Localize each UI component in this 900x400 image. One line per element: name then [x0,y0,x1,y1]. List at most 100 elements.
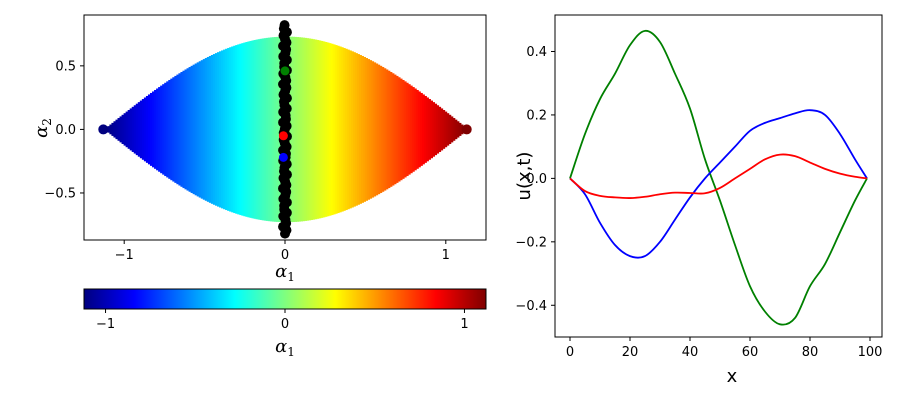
scatter-cloud-strip [344,48,348,211]
scatter-cloud-strip [387,70,391,189]
scatter-cloud-strip [328,43,332,216]
scatter-cloud-strip [296,37,299,222]
scatter-cloud-strip [302,37,306,222]
scatter-cloud-strip [452,118,456,141]
colorbar-label: α1 [275,336,295,359]
scatter-cloud-strip [184,69,188,190]
line-series-group [569,29,868,326]
scatter-cloud-strip [369,60,373,199]
scatter-cloud-strip [263,38,267,221]
colorbar-tick-label: 0 [281,317,289,332]
scatter-cloud-strip [160,85,163,174]
scatter-cloud-strip [168,79,172,179]
scatter-cloud-strip [259,38,263,220]
scatter-cloud-strip [198,61,202,198]
scatter-cloud-strip [338,46,342,213]
scatter-xtick-label: 0 [281,248,289,263]
scatter-cloud-strip [292,36,295,223]
scatter-cloud-strip [275,36,279,222]
scatter-cloud-strip [371,61,375,198]
line-xtick-label: 20 [622,345,639,360]
scatter-cloud-strip [121,114,125,144]
scatter-cloud-strip [194,63,198,196]
scatter-cloud-strip [353,52,356,207]
line-series [569,153,868,199]
scatter-panel: −1 0 1 −0.5 0.0 0.5 α1 α2 [31,14,487,284]
scatter-cloud-strip [119,116,123,143]
scatter-cloud-strip [129,108,133,151]
line-ytick-label: 0.0 [526,172,547,187]
scatter-cloud-strip [123,113,127,146]
scatter-cloud [98,36,472,223]
scatter-tip-left [98,124,109,135]
scatter-cloud-strip [235,45,239,214]
scatter-cloud-strip [186,68,190,191]
scatter-cloud-strip [229,47,232,212]
scatter-cloud-strip [206,57,210,202]
scatter-cloud-strip [125,111,129,148]
scatter-cloud-strip [373,62,377,197]
scatter-cloud-strip [200,60,204,199]
line-ytick-label: 0.4 [526,45,547,60]
scatter-cloud-strip [133,105,137,154]
scatter-cloud-strip [219,51,222,208]
scatter-cloud-strip [365,58,369,201]
scatter-cloud-strip [450,116,454,143]
scatter-tip-right [461,124,472,135]
scatter-cloud-strip [180,72,184,187]
scatter-cloud-strip [340,47,344,212]
scatter-cloud-strip [208,55,212,203]
scatter-cloud-strip [442,110,446,149]
scatter-cloud-strip [359,55,362,204]
scatter-cloud-strip [233,45,237,214]
scatter-ylabel: α2 [31,118,54,138]
scatter-cloud-strip [422,94,425,165]
scatter-cloud-strip [154,89,157,169]
scatter-cloud-strip [212,54,216,205]
scatter-cloud-strip [456,121,460,138]
scatter-cloud-strip [149,92,153,166]
scatter-cloud-strip [324,41,328,217]
scatter-cloud-strip [436,105,440,154]
line-plot-area [555,15,882,337]
scatter-cloud-strip [162,84,165,175]
scatter-cloud-strip [135,103,139,156]
scatter-cloud-strip [156,88,159,171]
scatter-cloud-strip [127,110,131,149]
scatter-cloud-strip [393,74,397,185]
scatter-cloud-strip [170,78,174,181]
scatter-cloud-strip [210,55,214,204]
scatter-cloud-strip [277,36,281,223]
scatter-cloud-strip [310,38,314,220]
scatter-cloud-strip [389,72,393,187]
scatter-cloud-strip [216,52,220,207]
line-frame [554,14,883,338]
scatter-ytick-label: 0.0 [55,123,76,138]
scatter-cloud-strip [411,87,415,172]
scatter-cloud-strip [265,37,269,221]
scatter-cloud-strip [381,67,385,192]
scatter-cloud-strip [424,95,427,163]
scatter-highlight-point [278,152,288,162]
scatter-cloud-strip [245,41,249,217]
scatter-cloud-strip [107,126,111,133]
scatter-cloud-strip [251,40,255,219]
scatter-ticks: −1 0 1 −0.5 0.0 0.5 [44,59,450,263]
scatter-cloud-strip [308,38,312,221]
scatter-cloud-strip [314,39,318,220]
scatter-cloud-strip [385,69,389,190]
scatter-cloud-strip [294,36,297,222]
scatter-highlights [278,66,290,162]
scatter-cloud-strip [176,74,180,185]
scatter-cloud-strip [320,40,324,218]
line-xlabel: x [727,366,738,387]
scatter-cloud-strip [334,45,338,214]
scatter-cloud-strip [312,39,316,220]
scatter-cloud-strip [204,58,208,201]
scatter-cloud-strip [330,43,334,216]
scatter-ytick-label: 0.5 [55,59,76,74]
scatter-cloud-strip [196,62,200,197]
scatter-cloud-strip [446,113,450,146]
scatter-cloud-strip [241,43,245,216]
